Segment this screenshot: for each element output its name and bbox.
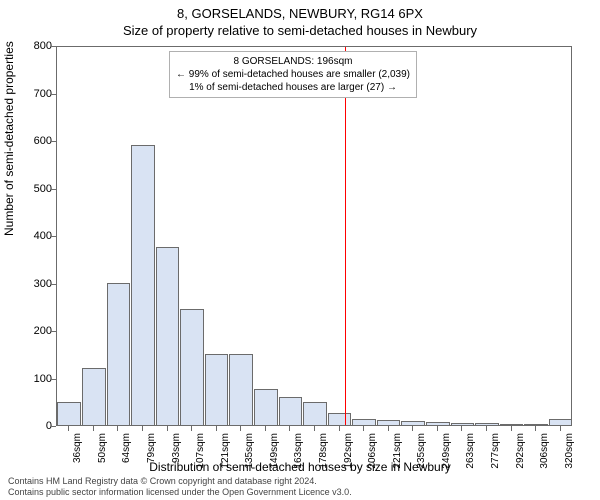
histogram-bar [328,413,352,425]
y-tick-mark [51,379,56,380]
histogram-bar [352,419,376,425]
x-tick-label: 292sqm [515,433,526,469]
footer-line-2: Contains public sector information licen… [8,487,352,498]
annotation-line-1: 8 GORSELANDS: 196sqm [176,55,410,68]
annotation-line-3: 1% of semi-detached houses are larger (2… [176,81,410,94]
x-tick-mark [93,426,94,431]
histogram-bar [549,419,573,425]
x-tick-mark [216,426,217,431]
y-tick-mark [51,189,56,190]
histogram-bar [156,247,180,425]
x-tick-mark [412,426,413,431]
x-tick-mark [68,426,69,431]
y-tick-label: 800 [12,40,52,52]
histogram-bar [451,423,475,425]
x-tick-label: 93sqm [171,433,182,463]
x-tick-mark [289,426,290,431]
footer-line-1: Contains HM Land Registry data © Crown c… [8,476,352,487]
histogram-bar [131,145,155,425]
y-tick-label: 700 [12,88,52,100]
annotation-box: 8 GORSELANDS: 196sqm← 99% of semi-detach… [169,51,417,98]
property-marker-line [345,47,346,425]
histogram-bar [500,424,524,425]
x-tick-label: 221sqm [392,433,403,469]
x-tick-mark [437,426,438,431]
x-tick-mark [560,426,561,431]
x-tick-mark [363,426,364,431]
x-tick-mark [314,426,315,431]
x-tick-label: 36sqm [72,433,83,463]
x-tick-mark [535,426,536,431]
x-tick-mark [265,426,266,431]
histogram-bar [254,389,278,425]
y-tick-label: 100 [12,373,52,385]
y-tick-label: 400 [12,230,52,242]
y-tick-mark [51,426,56,427]
histogram-bar [229,354,253,425]
x-tick-mark [240,426,241,431]
y-tick-label: 200 [12,325,52,337]
x-tick-label: 79sqm [146,433,157,463]
histogram-bar [57,402,81,425]
y-tick-mark [51,94,56,95]
x-tick-mark [388,426,389,431]
y-tick-mark [51,236,56,237]
x-tick-label: 277sqm [490,433,501,469]
histogram-bar [279,397,303,426]
chart-title-block: 8, GORSELANDS, NEWBURY, RG14 6PX Size of… [0,0,600,38]
x-tick-label: 121sqm [220,433,231,469]
x-tick-mark [461,426,462,431]
chart-subtitle: Size of property relative to semi-detach… [0,23,600,38]
histogram-bar [180,309,204,425]
x-tick-mark [117,426,118,431]
y-tick-label: 300 [12,278,52,290]
x-tick-label: 50sqm [97,433,108,463]
annotation-line-2: ← 99% of semi-detached houses are smalle… [176,68,410,81]
x-tick-label: 206sqm [367,433,378,469]
y-tick-mark [51,331,56,332]
x-tick-label: 320sqm [564,433,575,469]
histogram-bar [401,421,425,425]
x-tick-label: 249sqm [441,433,452,469]
chart-address-title: 8, GORSELANDS, NEWBURY, RG14 6PX [0,6,600,21]
x-tick-mark [142,426,143,431]
histogram-bar [475,423,499,425]
histogram-bar [377,420,401,425]
x-tick-mark [511,426,512,431]
x-tick-label: 178sqm [318,433,329,469]
x-tick-label: 192sqm [343,433,354,469]
x-tick-label: 263sqm [465,433,476,469]
x-tick-mark [167,426,168,431]
x-tick-label: 107sqm [195,433,206,469]
x-tick-label: 163sqm [293,433,304,469]
y-tick-mark [51,46,56,47]
y-tick-mark [51,284,56,285]
x-tick-label: 149sqm [269,433,280,469]
x-tick-label: 135sqm [244,433,255,469]
x-tick-label: 306sqm [539,433,550,469]
y-tick-label: 500 [12,183,52,195]
x-tick-mark [486,426,487,431]
histogram-bar [82,368,106,425]
x-tick-mark [191,426,192,431]
y-tick-label: 600 [12,135,52,147]
x-tick-label: 235sqm [416,433,427,469]
histogram-bar [426,422,450,425]
x-tick-mark [339,426,340,431]
histogram-bar [524,424,548,425]
histogram-bar [205,354,229,425]
histogram-bar [303,402,327,425]
y-tick-label: 0 [12,420,52,432]
chart-plot-area: 8 GORSELANDS: 196sqm← 99% of semi-detach… [56,46,572,426]
y-tick-mark [51,141,56,142]
x-tick-label: 64sqm [121,433,132,463]
histogram-bar [107,283,131,426]
chart-footer: Contains HM Land Registry data © Crown c… [8,476,352,498]
